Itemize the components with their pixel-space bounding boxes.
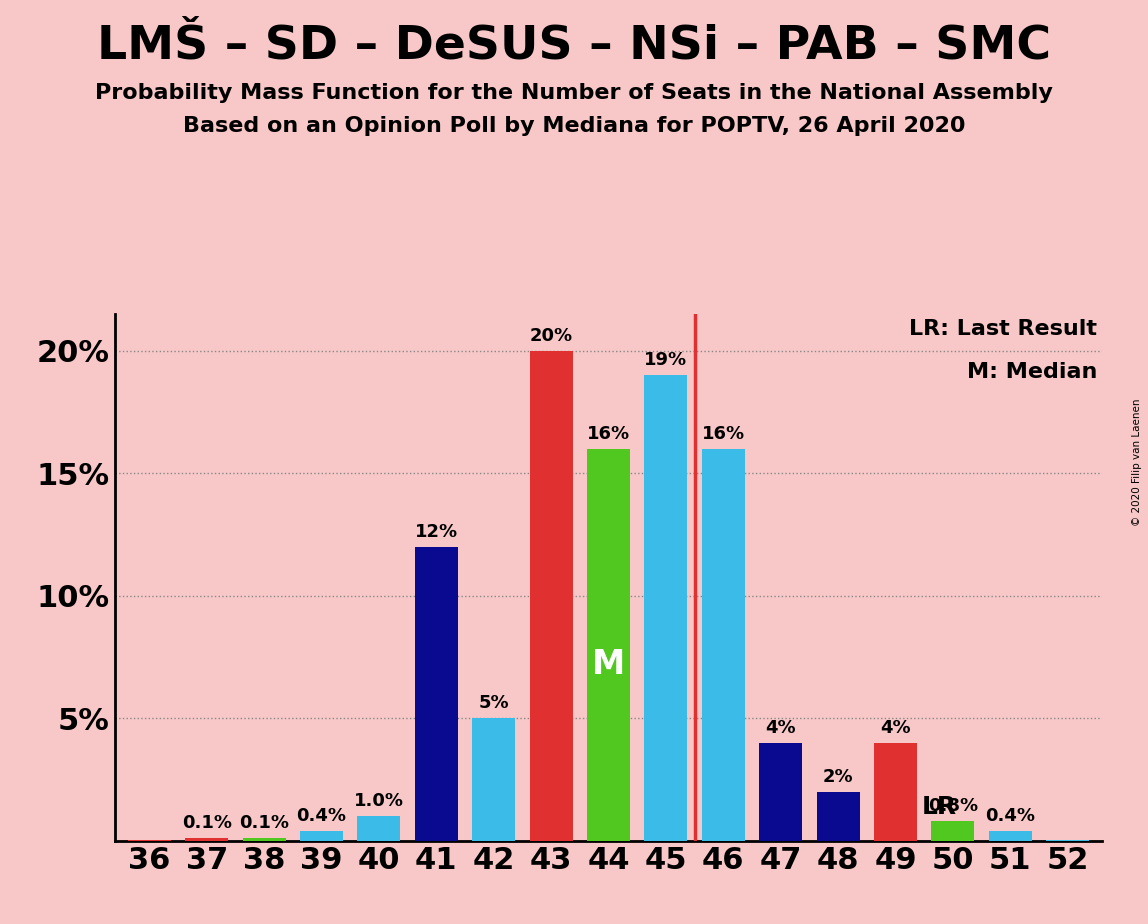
Text: 20%: 20% [529,327,573,345]
Text: Based on an Opinion Poll by Mediana for POPTV, 26 April 2020: Based on an Opinion Poll by Mediana for … [183,116,965,136]
Text: 4%: 4% [881,719,910,736]
Text: LR: Last Result: LR: Last Result [909,320,1097,339]
Bar [529,351,573,841]
Bar [414,547,458,841]
Text: M: Median: M: Median [967,361,1097,382]
Text: LMŠ – SD – DeSUS – NSi – PAB – SMC: LMŠ – SD – DeSUS – NSi – PAB – SMC [96,23,1052,68]
Text: 2%: 2% [823,768,853,785]
Bar [874,743,917,841]
Text: 5%: 5% [479,694,509,712]
Bar [931,821,975,841]
Bar [759,743,802,841]
Text: LR: LR [922,795,956,819]
Text: 19%: 19% [644,351,688,370]
Bar [988,831,1032,841]
Text: 1.0%: 1.0% [354,792,404,810]
Bar [185,838,228,841]
Text: 0.1%: 0.1% [239,814,289,833]
Bar [300,831,343,841]
Text: 0.1%: 0.1% [181,814,232,833]
Bar [242,838,286,841]
Text: 12%: 12% [414,523,458,541]
Bar [472,718,515,841]
Text: M: M [592,648,625,681]
Text: 16%: 16% [701,425,745,443]
Text: © 2020 Filip van Laenen: © 2020 Filip van Laenen [1132,398,1142,526]
Bar [127,840,171,841]
Text: 0.4%: 0.4% [985,807,1035,825]
Bar [644,375,688,841]
Bar [587,449,630,841]
Bar [816,792,860,841]
Text: 0.4%: 0.4% [296,807,347,825]
Bar [701,449,745,841]
Bar [1046,840,1089,841]
Text: 0.8%: 0.8% [928,797,978,815]
Text: 4%: 4% [766,719,796,736]
Text: 16%: 16% [587,425,630,443]
Text: Probability Mass Function for the Number of Seats in the National Assembly: Probability Mass Function for the Number… [95,83,1053,103]
Bar [357,816,401,841]
